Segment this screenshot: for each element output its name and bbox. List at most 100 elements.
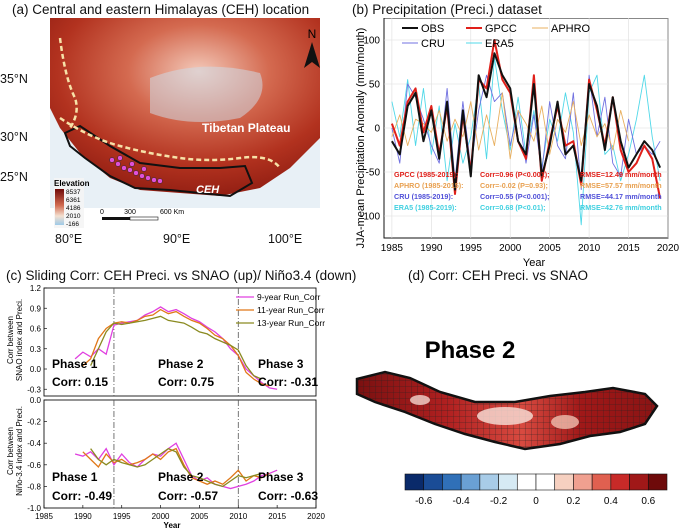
panel-b-legend: OBS GPCC APHRO CRU ERA5	[402, 23, 591, 50]
x-tick-c: 2015	[268, 512, 286, 521]
colorbar-swatch	[535, 473, 556, 491]
ceh-boundary	[63, 124, 254, 198]
lower-phase-labels: Phase 1 Corr: -0.49 Phase 2 Corr: -0.57 …	[52, 470, 318, 503]
scale-bar: 0 300 600 Km	[100, 209, 184, 221]
y-tick-b: 50	[369, 80, 381, 91]
x-tick-c: 2010	[229, 512, 247, 521]
series-obs	[391, 52, 662, 191]
plateau-highland-haze	[150, 66, 263, 122]
plateau-edge-dashes	[59, 116, 282, 169]
legend-13yr: 13-year Run_Corr	[257, 318, 325, 328]
colorbar-swatch	[573, 473, 593, 491]
colorbar-swatch	[442, 473, 462, 491]
x-tick-c: 1995	[113, 512, 131, 521]
lat-label-30: 30°N	[0, 130, 28, 144]
x-tick-c: 2020	[307, 512, 325, 521]
north-arrow: N	[304, 27, 320, 68]
y-tick-b: 0	[374, 124, 380, 135]
lower-phase1: Phase 1	[52, 470, 98, 484]
upper-ylabel-2: SNAO index and Preci.	[15, 299, 24, 381]
stat-cru-corr: Corr=0.55 (P<0.001);	[480, 192, 550, 201]
lower-phase2-corr: Corr: -0.57	[158, 489, 218, 503]
colorbar-swatch	[404, 473, 425, 491]
legend-cru: CRU	[421, 38, 445, 50]
colorbar-swatch	[647, 473, 668, 491]
colorbar-swatch	[460, 473, 481, 491]
weak-corr-patch-3	[410, 395, 430, 405]
y-tick-upper: 0.9	[30, 304, 42, 313]
lon-label-80: 80°E	[55, 232, 83, 246]
legend-era5: ERA5	[485, 38, 514, 50]
upper-phase3: Phase 3	[258, 357, 304, 371]
colorbar-tick: -0.6	[415, 496, 433, 507]
lower-phase2: Phase 2	[158, 470, 204, 484]
upper-phase1: Phase 1	[52, 357, 98, 371]
colorbar-swatch	[610, 473, 630, 491]
y-tick-lower: -0.4	[27, 439, 41, 448]
elevation-legend: Elevation 8537 6361 4186 2010 -166	[54, 178, 90, 228]
lower-phase3-corr: Corr: -0.63	[258, 489, 318, 503]
x-tick-b: 1985	[381, 243, 404, 254]
colorbar-tick: 0.6	[641, 496, 655, 507]
x-tick-b: 2005	[539, 243, 562, 254]
upper-phase2: Phase 2	[158, 357, 204, 371]
colorbar-swatch	[516, 473, 537, 491]
colorbar-swatch	[479, 473, 499, 491]
stat-gpcc-corr: Corr=0.96 (P<0.001);	[480, 170, 550, 179]
y-tick-upper: 0.3	[30, 345, 42, 354]
elev-val-2: 4186	[66, 205, 81, 212]
elev-val-4: -166	[66, 221, 79, 228]
upper-phase1-corr: Corr: 0.15	[52, 375, 108, 389]
scale-600: 600 Km	[160, 209, 184, 216]
legend-aphro: APHRO	[551, 23, 591, 35]
series-upper-9yr	[74, 306, 278, 390]
plateau-label: Tibetan Plateau	[202, 121, 290, 135]
colorbar-tick: -0.4	[453, 496, 471, 507]
y-tick-upper: 1.2	[30, 284, 42, 293]
y-tick-b: -50	[366, 168, 381, 179]
weak-corr-patch-2	[551, 415, 579, 429]
panel-d-title: (d) Corr: CEH Preci. vs SNAO	[408, 268, 589, 283]
elev-val-3: 2010	[66, 213, 81, 220]
colorbar-swatch	[629, 473, 649, 491]
elevation-color-bar	[55, 189, 64, 225]
precip-line-chart: JJA-mean Precipitation Anomaly (mm/month…	[355, 18, 680, 269]
y-tick-lower: 0.0	[30, 396, 42, 405]
phase-2-label: Phase 2	[425, 337, 516, 364]
x-tick-b: 1990	[420, 243, 443, 254]
station-markers	[109, 155, 163, 184]
x-tick-b: 2020	[657, 243, 680, 254]
stat-gpcc-rmse: RMSE=12.49 mm/month	[580, 170, 662, 179]
panel-b-title: (b) Precipitation (Preci.) dataset	[352, 2, 542, 17]
panel-c-title: (c) Sliding Corr: CEH Preci. vs SNAO (up…	[6, 268, 357, 283]
x-tick-c: 2005	[191, 512, 209, 521]
stat-aphro-name: APHRO (1985-2015):	[394, 181, 464, 190]
upper-phase-labels: Phase 1 Corr: 0.15 Phase 2 Corr: 0.75 Ph…	[52, 357, 318, 389]
series-cru	[391, 74, 661, 191]
plot-frame-upper	[43, 287, 317, 397]
x-tick-c: 1985	[35, 512, 53, 521]
colorbar-swatch	[554, 473, 574, 491]
correlation-colorbar: -0.6 -0.4 -0.2 0 0.2 0.4 0.6	[404, 473, 668, 507]
plot-frame-lower	[43, 399, 317, 509]
lon-label-90: 90°E	[163, 232, 191, 246]
west-edge-dashes	[58, 37, 78, 129]
y-tick-lower: -1.0	[27, 504, 41, 513]
x-tick-b: 1995	[460, 243, 483, 254]
stat-aphro-corr: Corr=-0.02 (P=0.93);	[480, 181, 548, 190]
y-tick-upper: 0.6	[30, 325, 42, 334]
upper-ylabel-1: Corr between	[6, 316, 15, 364]
series-aphro	[391, 92, 629, 160]
series-lower-11yr	[82, 447, 270, 485]
colorbar-tick: -0.2	[490, 496, 508, 507]
y-tick-upper: 0.0	[30, 365, 42, 374]
upper-phase2-corr: Corr: 0.75	[158, 375, 214, 389]
lon-label-100: 100°E	[268, 232, 303, 246]
panel-c-xlabel: Year	[164, 521, 181, 530]
stat-era5-corr: Corr=0.68 (P<0.01);	[480, 203, 546, 212]
panel-a-map: Tibetan Plateau CEH N Elevation 8537 636…	[20, 18, 340, 228]
x-tick-c: 2000	[152, 512, 170, 521]
legend-11yr: 11-year Run_Corr	[257, 305, 325, 315]
lower-ylabel-1: Corr between	[6, 427, 15, 475]
elevation-legend-title: Elevation	[54, 179, 90, 188]
